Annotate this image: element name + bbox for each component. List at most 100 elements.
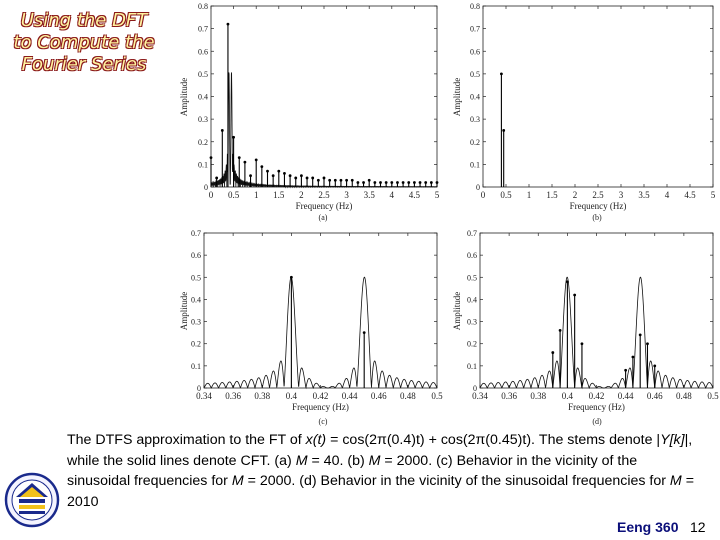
y-tick-label: 0.5 (198, 70, 208, 79)
stem-marker (407, 181, 411, 184)
stem-marker (333, 178, 337, 182)
stem-marker (624, 368, 628, 372)
x-tick-label: 0.44 (618, 391, 634, 401)
university-logo (4, 472, 60, 528)
x-tick-label: 0.38 (254, 391, 270, 401)
y-tick-label: 0.7 (191, 229, 201, 238)
stem-marker (551, 351, 555, 354)
y-tick-label: 0.3 (470, 115, 480, 124)
x-tick-label: 2 (573, 190, 578, 200)
stem-marker (254, 158, 258, 162)
stem-marker (362, 331, 366, 335)
x-tick-label: 1.5 (546, 190, 558, 200)
y-tick-label: 0 (197, 384, 201, 393)
stem-marker (500, 72, 503, 76)
y-tick-label: 0.6 (191, 251, 201, 260)
x-tick-label: 3 (344, 190, 349, 200)
y-tick-label: 0.7 (467, 229, 477, 238)
x-tick-label: 0 (209, 190, 214, 200)
y-tick-label: 0.6 (467, 251, 477, 260)
stem-marker (305, 176, 309, 180)
stem-marker (384, 181, 388, 184)
chart-panel-a: 0 0.5 1 1.5 2 2.5 3 3.5 4 4.5 5 0 0.1 0.2 0.3 0.4 0.5 0.6… (179, 2, 440, 222)
y-axis-label: Amplitude (452, 292, 462, 331)
x-tick-label: 0 (481, 190, 486, 200)
y-tick-label: 0.1 (198, 160, 208, 169)
x-tick-label: 0.5 (431, 391, 443, 401)
x-tick-label: 3 (619, 190, 624, 200)
stem-marker (390, 181, 394, 184)
x-tick-label: 0.42 (589, 391, 605, 401)
x-tick-label: 4 (665, 190, 670, 200)
stem-marker (580, 342, 584, 346)
x-tick-label: 2.5 (318, 190, 330, 200)
stem-marker (565, 280, 569, 284)
y-tick-label: 0.6 (470, 47, 480, 56)
y-tick-label: 0.4 (467, 295, 477, 304)
stem-marker (243, 160, 247, 164)
stem-marker (502, 129, 506, 132)
stem-marker (435, 181, 439, 184)
stem-marker (339, 178, 343, 182)
x-tick-label: 1 (527, 190, 532, 200)
y-tick-label: 0.2 (191, 340, 201, 349)
stem-marker (413, 181, 416, 184)
panel-label: (d) (592, 417, 602, 426)
x-tick-label: 4 (390, 190, 395, 200)
y-tick-label: 0.3 (191, 318, 201, 327)
x-tick-label: 0.44 (342, 391, 358, 401)
plot-frame (482, 5, 714, 188)
stem-marker (373, 181, 377, 184)
stem-marker (266, 169, 269, 173)
stem-marker (356, 181, 360, 184)
stem-marker (429, 181, 433, 184)
x-tick-label: 0.38 (530, 391, 546, 401)
x-tick-label: 0.4 (286, 391, 298, 401)
title-line: Using the DFT (20, 10, 148, 32)
stem-marker (249, 174, 252, 178)
title-line: Fourier Series (21, 54, 147, 76)
x-axis-label: Frequency (Hz) (292, 402, 349, 412)
panel-label: (a) (319, 213, 328, 222)
figure-caption: The DTFS approximation to the FT of x(t)… (67, 432, 694, 510)
stem-marker (283, 172, 286, 175)
stem-marker (260, 165, 264, 169)
stem-marker (271, 174, 275, 178)
slide-title: Using the DFT to Compute the Fourier Ser… (4, 10, 164, 76)
y-tick-label: 0.4 (191, 295, 201, 304)
x-tick-label: 0.34 (472, 391, 488, 401)
y-tick-label: 0.3 (198, 115, 208, 124)
x-tick-label: 0.5 (500, 190, 512, 200)
y-tick-label: 0 (204, 183, 208, 192)
title-line: to Compute the (13, 32, 155, 54)
y-tick-label: 0.5 (470, 70, 480, 79)
stem-marker (646, 342, 649, 346)
x-tick-label: 0.48 (400, 391, 416, 401)
y-tick-label: 0.7 (470, 25, 480, 34)
stem-marker (300, 174, 303, 178)
stem-marker (288, 174, 292, 178)
stem-marker (362, 181, 365, 184)
x-axis-label: Frequency (Hz) (568, 402, 625, 412)
y-axis-label: Amplitude (179, 292, 189, 331)
x-tick-label: 0.5 (228, 190, 240, 200)
x-tick-label: 1.5 (273, 190, 285, 200)
x-tick-label: 1 (254, 190, 259, 200)
stem-marker (638, 333, 642, 337)
y-tick-label: 0.4 (470, 93, 480, 102)
stem-marker (322, 176, 326, 180)
y-tick-label: 0.1 (191, 362, 201, 371)
panel-label: (b) (592, 213, 602, 222)
cft-curve (479, 276, 714, 390)
stem-marker (558, 329, 562, 332)
x-tick-label: 4.5 (409, 190, 421, 200)
x-tick-label: 3.5 (638, 190, 650, 200)
panel-label: (c) (319, 417, 328, 426)
x-tick-label: 0.34 (196, 391, 212, 401)
cft-curve (203, 276, 438, 390)
y-tick-label: 0.2 (467, 340, 477, 349)
stem-marker (345, 178, 348, 182)
y-tick-label: 0.8 (198, 2, 208, 11)
y-tick-label: 0.2 (470, 138, 480, 147)
